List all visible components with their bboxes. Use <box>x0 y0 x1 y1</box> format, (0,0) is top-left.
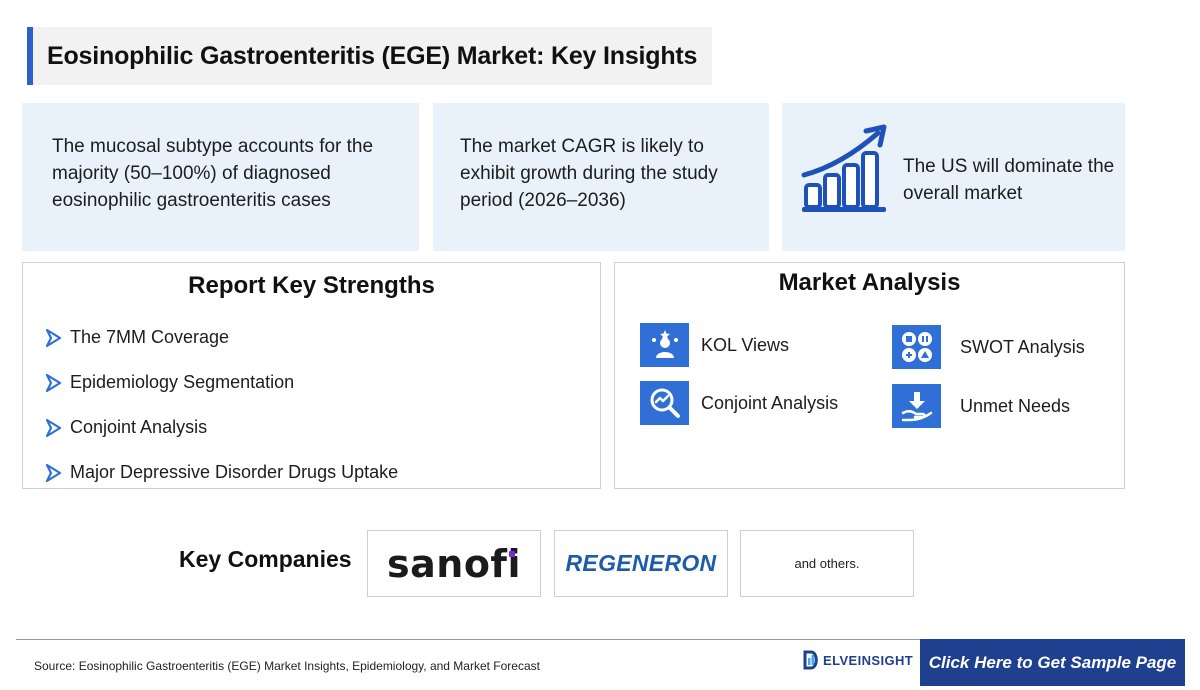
strength-label: Conjoint Analysis <box>70 417 208 437</box>
market-analysis-panel: Market Analysis KOL Views <box>614 262 1125 489</box>
insight-text: The mucosal subtype accounts for the maj… <box>52 136 374 211</box>
chevron-right-icon <box>45 463 62 482</box>
strength-label: Epidemiology Segmentation <box>70 372 295 392</box>
delveinsight-logo: ELVEINSIGHT <box>803 650 913 670</box>
company-name: REGENERON <box>565 550 717 576</box>
page-title: Eosinophilic Gastroenteritis (EGE) Marke… <box>47 41 698 70</box>
strength-label: The 7MM Coverage <box>70 327 230 347</box>
logo-dot <box>508 550 515 557</box>
strengths-heading: Report Key Strengths <box>188 272 435 299</box>
market-analysis-kol: KOL Views <box>640 323 789 367</box>
market-analysis-label: Unmet Needs <box>960 395 1071 416</box>
strength-label: Major Depressive Disorder Drugs Uptake <box>70 462 399 482</box>
market-analysis-swot: SWOT Analysis <box>892 325 1085 369</box>
hand-download-icon <box>892 384 941 428</box>
market-analysis-heading: Market Analysis <box>778 269 961 296</box>
title-banner: Eosinophilic Gastroenteritis (EGE) Marke… <box>27 27 712 85</box>
key-companies-label: Key Companies <box>179 546 352 572</box>
analysis-magnifier-icon <box>640 381 689 425</box>
company-others: and others. <box>740 530 914 597</box>
market-analysis-conjoint: Conjoint Analysis <box>640 381 838 425</box>
chevron-right-icon <box>45 328 62 347</box>
get-sample-page-button[interactable]: Click Here to Get Sample Page <box>920 639 1185 686</box>
strengths-list: The 7MM Coverage Epidemiology Segmentati… <box>43 315 398 495</box>
market-analysis-label: KOL Views <box>701 334 790 355</box>
insight-text: The market CAGR is likely to exhibit gro… <box>460 136 718 211</box>
footer-divider <box>16 639 1184 640</box>
company-logo-sanofi: sanofi <box>367 530 541 597</box>
company-name: and others. <box>794 556 860 571</box>
market-analysis-unmet-needs: Unmet Needs <box>892 384 1070 428</box>
chevron-right-icon <box>45 373 62 392</box>
kol-icon <box>640 323 689 367</box>
list-item: The 7MM Coverage <box>43 315 398 360</box>
sanofi-logo: sanofi <box>387 542 521 586</box>
source-note: Source: Eosinophilic Gastroenteritis (EG… <box>34 659 540 673</box>
insight-text: The US will dominate the overall market <box>903 156 1115 204</box>
report-strengths-panel: Report Key Strengths The 7MM Coverage Ep… <box>22 262 601 489</box>
market-analysis-label: Conjoint Analysis <box>701 392 839 413</box>
list-item: Major Depressive Disorder Drugs Uptake <box>43 450 398 495</box>
market-analysis-label: SWOT Analysis <box>960 336 1085 357</box>
growth-chart-icon <box>801 124 887 212</box>
list-item: Epidemiology Segmentation <box>43 360 398 405</box>
company-name: sanofi <box>387 541 521 586</box>
chevron-right-icon <box>45 418 62 437</box>
insight-card-us: The US will dominate the overall market <box>782 103 1125 251</box>
insight-card-cagr: The market CAGR is likely to exhibit gro… <box>433 103 769 251</box>
brand-d-icon <box>803 650 818 670</box>
brand-name: ELVEINSIGHT <box>823 652 914 668</box>
insight-card-mucosal: The mucosal subtype accounts for the maj… <box>22 103 419 251</box>
list-item: Conjoint Analysis <box>43 405 398 450</box>
company-logo-regeneron: REGENERON <box>554 530 728 597</box>
swot-icon <box>892 325 941 369</box>
